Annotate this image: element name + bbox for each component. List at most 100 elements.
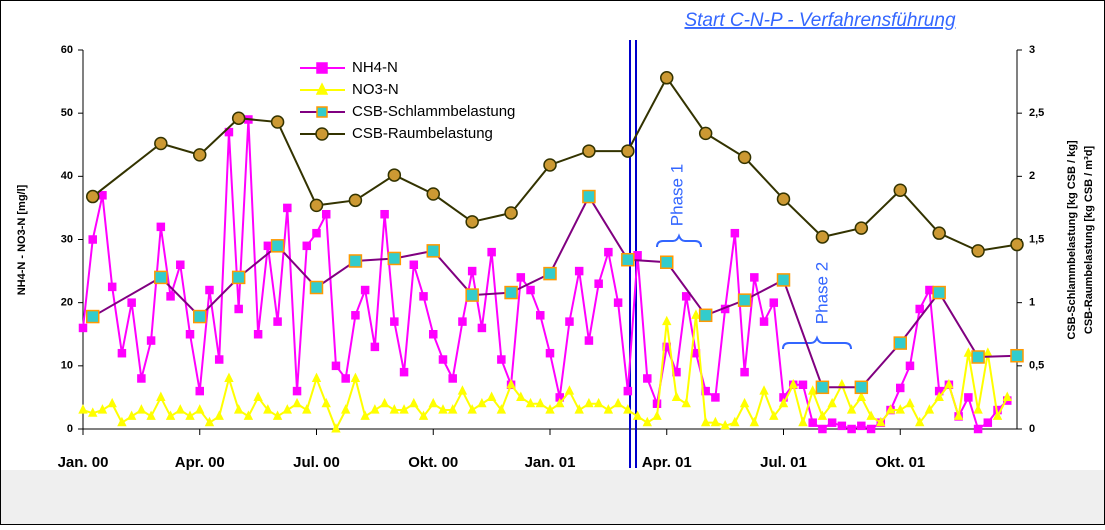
marker [953, 410, 964, 420]
marker [136, 404, 147, 414]
marker [409, 397, 419, 408]
marker [846, 404, 857, 414]
marker [963, 347, 974, 357]
marker [876, 416, 886, 427]
y2-tick-label: 1,5 [1029, 233, 1044, 245]
marker [309, 198, 324, 213]
marker [652, 410, 662, 420]
marker [341, 374, 350, 383]
marker [621, 144, 635, 158]
x-tick-label: Jul. 01 [760, 454, 807, 471]
marker [360, 410, 370, 420]
x-tick-label: Jan. 01 [525, 454, 576, 471]
y2-tick-label: 0,5 [1029, 360, 1044, 372]
y2-axis-title: CSB-Schlammbelastung [kg CSB / kg] [1066, 140, 1078, 340]
marker [426, 244, 440, 258]
marker [660, 255, 674, 269]
y-tick-label: 40 [61, 170, 73, 182]
marker [185, 410, 195, 420]
marker [924, 404, 935, 414]
marker [613, 298, 623, 307]
marker [895, 404, 905, 414]
marker [107, 282, 117, 292]
marker [827, 418, 837, 427]
marker [698, 126, 713, 141]
marker [1002, 391, 1012, 401]
marker [458, 317, 467, 326]
marker [817, 410, 828, 420]
x-tick-label: Jul. 00 [293, 454, 340, 471]
marker [127, 298, 136, 307]
marker [856, 391, 867, 401]
marker [85, 189, 100, 204]
marker [447, 404, 458, 414]
marker [283, 203, 292, 213]
marker [740, 367, 749, 377]
marker [465, 288, 479, 302]
marker [737, 150, 752, 165]
marker [808, 418, 817, 427]
marker [231, 270, 246, 285]
x-tick-label: Apr. 00 [175, 454, 225, 471]
marker [270, 115, 285, 129]
marker [698, 308, 713, 323]
y-tick-label: 10 [61, 360, 73, 372]
marker [263, 404, 273, 414]
marker [594, 279, 603, 288]
y-tick-label: 0 [67, 423, 73, 435]
marker [348, 193, 363, 208]
marker [312, 228, 321, 238]
marker [107, 397, 117, 408]
x-tick-label: Okt. 01 [875, 454, 925, 471]
marker [292, 397, 302, 408]
marker [438, 355, 448, 364]
marker [156, 391, 166, 401]
marker [205, 285, 214, 295]
annotation: Start C-N-P - Verfahrensführung [684, 10, 955, 31]
marker [914, 416, 925, 427]
marker [234, 304, 243, 314]
phase-brace [656, 233, 702, 248]
marker [711, 393, 720, 402]
marker [737, 293, 752, 307]
annotation: Phase 2 [812, 262, 831, 324]
marker [893, 183, 907, 197]
marker [778, 397, 789, 408]
marker [681, 292, 691, 301]
legend-label: CSB-Schlammbelastung [352, 103, 515, 120]
marker [387, 168, 402, 182]
marker [399, 404, 409, 414]
footer-band [1, 470, 1104, 524]
marker [759, 385, 769, 395]
marker [964, 393, 973, 402]
marker [603, 404, 614, 414]
marker [272, 410, 283, 420]
marker [273, 317, 282, 326]
marker [815, 230, 830, 244]
marker [309, 280, 324, 295]
marker [973, 404, 983, 414]
marker [749, 416, 760, 427]
y-tick-label: 20 [61, 297, 73, 309]
marker [893, 336, 907, 350]
marker [857, 421, 866, 431]
marker [292, 386, 302, 396]
marker [380, 209, 389, 219]
marker [176, 260, 185, 270]
marker [525, 397, 536, 408]
marker [88, 407, 98, 417]
marker [604, 247, 613, 257]
marker [370, 404, 380, 414]
marker [195, 386, 204, 396]
marker [593, 397, 604, 408]
marker [536, 311, 545, 320]
marker [175, 404, 186, 414]
y2-axis-title: CSB-Raumbelastung [kg CSB / m³d] [1083, 146, 1095, 335]
marker [730, 228, 740, 238]
marker [117, 416, 127, 427]
marker [798, 380, 808, 390]
y2-tick-label: 3 [1029, 44, 1035, 56]
marker [146, 410, 156, 420]
marker [730, 416, 740, 427]
marker [85, 309, 100, 324]
